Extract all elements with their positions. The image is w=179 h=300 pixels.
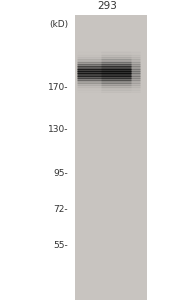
Text: 170-: 170- bbox=[47, 82, 68, 91]
Text: 95-: 95- bbox=[53, 169, 68, 178]
Text: 55-: 55- bbox=[53, 242, 68, 250]
Text: (kD): (kD) bbox=[49, 20, 68, 28]
Text: 293: 293 bbox=[97, 1, 117, 11]
Bar bbox=[75, 15, 147, 300]
Text: 130-: 130- bbox=[47, 124, 68, 134]
Text: 72-: 72- bbox=[53, 206, 68, 214]
